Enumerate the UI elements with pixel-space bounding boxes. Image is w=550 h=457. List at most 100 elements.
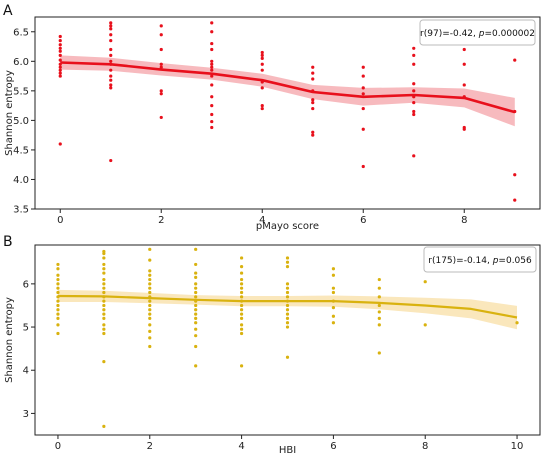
- data-point-1-4-6: [239, 290, 244, 295]
- data-point-0-4-8: [260, 106, 264, 111]
- data-point-0-6-0: [361, 65, 365, 69]
- annotation-p-value: =0.056: [498, 256, 532, 266]
- y-tick-label-1: 4.0: [13, 175, 29, 186]
- data-point-0-0-4: [58, 49, 62, 53]
- data-point-1-4-7: [239, 295, 244, 299]
- data-point-1-1-8: [102, 286, 106, 290]
- x-axis-label: HBI: [279, 445, 296, 456]
- data-point-1-5-8: [285, 303, 290, 308]
- data-point-0-6-6: [361, 164, 365, 169]
- data-point-1-7-6: [377, 323, 381, 327]
- data-point-1-5-0: [285, 256, 290, 260]
- trend-line: [57, 294, 518, 319]
- data-point-0-1-10: [109, 74, 113, 78]
- data-point-1-2-14: [148, 323, 152, 327]
- data-point-0-1-12: [109, 83, 113, 87]
- data-point-1-6-1: [331, 273, 336, 277]
- data-point-1-5-6: [285, 295, 290, 299]
- data-point-0-3-4: [210, 59, 214, 63]
- data-point-1-5-13: [285, 325, 290, 329]
- data-point-0-0-11: [58, 74, 62, 78]
- data-point-1-7-5: [377, 316, 381, 321]
- data-point-0-8-1: [462, 47, 466, 52]
- data-point-0-2-6: [159, 92, 163, 96]
- x-tick-label-5: 10: [511, 441, 524, 452]
- data-point-1-6-6: [331, 314, 336, 318]
- data-point-1-1-6: [102, 277, 106, 282]
- data-point-1-0-12: [56, 316, 60, 321]
- data-point-0-1-5: [109, 47, 113, 52]
- data-point-0-0-1: [58, 39, 62, 43]
- data-point-1-6-5: [331, 306, 336, 310]
- data-point-1-3-4: [194, 282, 198, 286]
- data-point-1-5-2: [285, 264, 290, 269]
- data-point-1-7-1: [377, 286, 381, 290]
- data-point-0-4-0: [260, 50, 264, 55]
- data-point-1-9-0: [515, 321, 519, 325]
- data-point-1-2-7: [148, 290, 152, 295]
- data-point-1-3-13: [194, 321, 198, 325]
- data-point-1-5-9: [285, 308, 290, 312]
- data-point-1-2-16: [148, 336, 152, 340]
- data-point-0-5-2: [311, 77, 315, 81]
- data-point-0-0-2: [58, 43, 62, 47]
- data-point-1-1-17: [102, 327, 106, 331]
- plot-frame: [34, 16, 541, 210]
- data-point-0-6-4: [361, 106, 365, 111]
- data-point-1-0-3: [56, 277, 60, 282]
- annotation-r: r(175)=-0.14,: [428, 256, 492, 266]
- data-point-0-5-1: [311, 71, 315, 75]
- data-point-1-2-4: [148, 277, 152, 282]
- data-point-1-1-9: [102, 290, 106, 295]
- data-point-0-6-1: [361, 74, 365, 78]
- data-point-0-3-7: [210, 68, 214, 72]
- data-point-1-1-20: [102, 424, 106, 428]
- data-point-1-5-14: [285, 355, 290, 359]
- x-tick-label-1: 2: [158, 215, 164, 226]
- data-point-0-1-2: [109, 27, 113, 31]
- x-tick-label-3: 6: [360, 215, 366, 226]
- data-point-0-8-2: [462, 62, 466, 66]
- y-tick-label-0: 3.5: [13, 205, 29, 216]
- data-point-0-2-3: [159, 62, 163, 66]
- data-point-0-4-3: [260, 62, 264, 66]
- data-point-0-9-3: [513, 198, 517, 202]
- data-point-1-3-9: [194, 303, 198, 308]
- data-point-0-6-3: [361, 92, 365, 96]
- data-point-0-1-3: [109, 33, 113, 37]
- data-point-1-0-8: [56, 299, 60, 303]
- data-point-0-4-4: [260, 68, 264, 72]
- panel-a: 0 2 4 6 8 3.5 4.0 4.5 5.0 5.5 6.0 6.5 pMayo score Sha…: [3, 3, 541, 232]
- data-point-0-2-0: [159, 24, 163, 28]
- data-point-0-7-9: [412, 154, 416, 158]
- trend-line: [60, 61, 516, 114]
- data-point-1-3-16: [194, 344, 198, 349]
- data-point-1-0-6: [56, 290, 60, 295]
- data-point-1-1-19: [102, 359, 106, 364]
- data-point-1-2-13: [148, 316, 152, 321]
- data-point-0-1-0: [109, 21, 113, 25]
- y-tick-label-2: 4.5: [13, 145, 29, 156]
- y-axis-label: Shannon entropy: [4, 70, 15, 156]
- y-tick-label-3: 5.0: [13, 116, 29, 127]
- x-tick-label-4: 8: [422, 441, 428, 452]
- x-tick-label-1: 2: [147, 441, 153, 452]
- data-point-1-5-1: [285, 260, 290, 264]
- x-tick-label-0: 0: [55, 441, 61, 452]
- data-point-1-2-10: [148, 303, 152, 308]
- data-point-1-5-12: [285, 321, 290, 325]
- data-point-1-3-15: [194, 334, 198, 338]
- data-point-0-7-6: [412, 101, 416, 105]
- annotation-box: [423, 246, 537, 273]
- data-point-0-1-11: [109, 78, 113, 82]
- annotation-r: r(97)=-0.42,: [420, 29, 479, 39]
- data-point-1-0-14: [56, 331, 60, 336]
- panel-letter: B: [3, 234, 13, 250]
- data-point-1-6-0: [331, 267, 336, 271]
- data-point-0-3-3: [210, 47, 214, 52]
- x-tick-label-2: 4: [259, 215, 265, 226]
- data-point-1-2-9: [148, 299, 152, 303]
- y-tick-label-3: 6: [23, 279, 29, 290]
- data-point-0-5-6: [311, 106, 315, 111]
- data-point-1-0-10: [56, 308, 60, 312]
